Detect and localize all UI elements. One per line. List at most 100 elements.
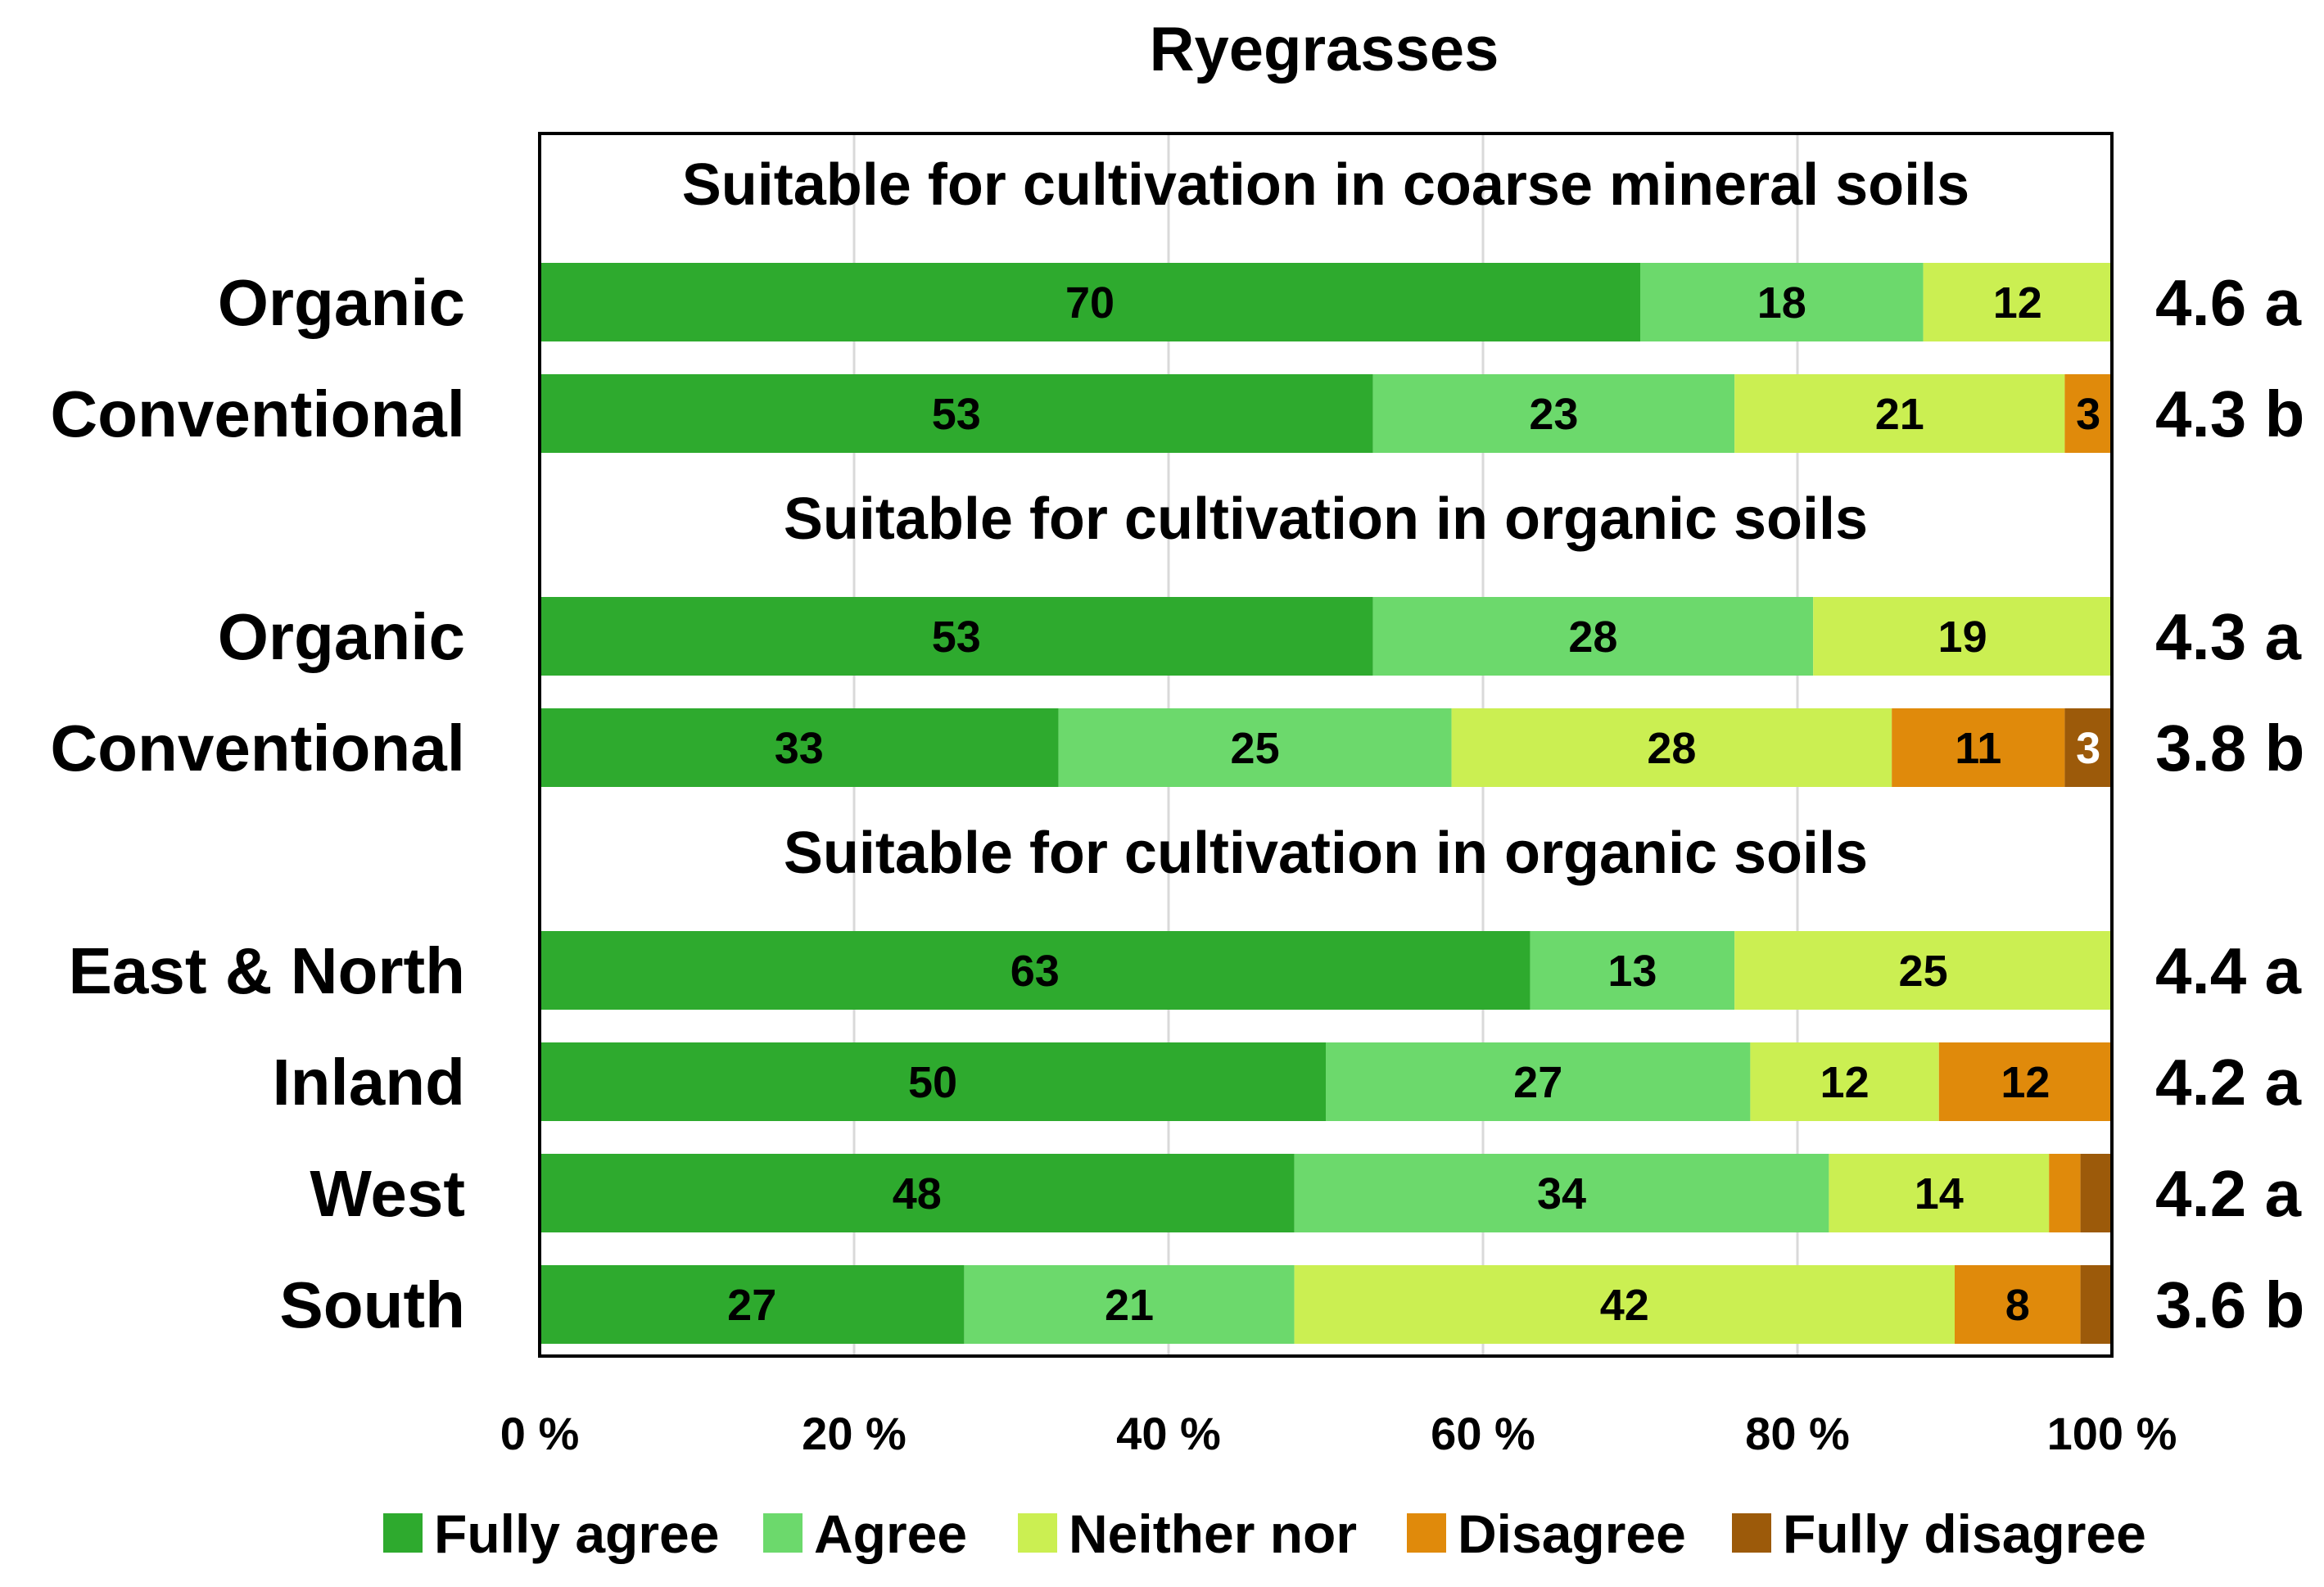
legend-swatch-agree [763, 1513, 803, 1553]
x-tick-label: 20 % [802, 1408, 907, 1459]
row-score: 4.2 a [2155, 1157, 2301, 1230]
bar-value-label: 34 [1537, 1169, 1586, 1219]
legend: Fully agree Agree Neither nor Disagree Fully… [383, 1503, 2146, 1564]
bar-segment-fully-agree [540, 1042, 1326, 1121]
bar-segment-fully-disagree [2064, 708, 2112, 787]
bar-segment-disagree [2049, 1154, 2081, 1232]
bar-value-label: 19 [1938, 613, 1987, 662]
bar-value-label: 27 [1513, 1058, 1562, 1107]
row-score: 3.8 b [2155, 712, 2304, 784]
row-label-conventional: Conventional [50, 712, 465, 784]
bar-value-label: 50 [908, 1058, 957, 1107]
legend-label-neither-nor: Neither nor [1069, 1503, 1357, 1564]
bar-segment-agree [1530, 931, 1735, 1010]
row-label-west: West [310, 1157, 465, 1230]
bar-segment-fully-agree [540, 1265, 965, 1344]
bar-segment-fully-disagree [2080, 1154, 2112, 1232]
bar-segment-agree [964, 1265, 1295, 1344]
bar-value-label: 13 [1607, 947, 1657, 996]
legend-swatch-fully-agree [383, 1513, 423, 1553]
bar-segment-fully-agree [540, 931, 1530, 1010]
bar-value-label: 3 [2076, 724, 2100, 773]
bar-segment-disagree [2064, 374, 2112, 453]
bar-value-label: 27 [727, 1281, 776, 1330]
row-score: 3.6 b [2155, 1268, 2304, 1341]
bar-segment-disagree [1955, 1265, 2081, 1344]
legend-swatch-fully-disagree [1732, 1513, 1771, 1553]
bar-value-label: 25 [1899, 947, 1948, 996]
group-subtitle: Suitable for cultivation in organic soil… [784, 821, 1868, 886]
bar-segment-neither-nor [1813, 597, 2112, 676]
group-subtitles: Suitable for cultivation in coarse miner… [682, 152, 1969, 886]
row-score: 4.6 a [2155, 266, 2301, 339]
score-labels: 4.6 a 4.3 b 4.3 a 3.8 b 4.4 a 4.2 a 4.2 a 3.6 b [2155, 266, 2304, 1341]
chart-title: Ryegrasses [1150, 15, 1499, 84]
bar-segment-agree [1058, 708, 1452, 787]
bar-value-label: 12 [2001, 1058, 2050, 1107]
bar-segment-neither-nor [1750, 1042, 1939, 1121]
bar-segment-agree [1640, 263, 1924, 341]
legend-swatch-disagree [1407, 1513, 1446, 1553]
bar-value-label: 28 [1647, 724, 1696, 773]
bar-segment-agree [1294, 1154, 1829, 1232]
bar-segment-disagree [1892, 708, 2065, 787]
bar-segment-neither-nor [1734, 374, 2065, 453]
bar-value-label: 33 [775, 724, 824, 773]
group-subtitle: Suitable for cultivation in coarse miner… [682, 152, 1969, 218]
bar-value-label: 3 [2076, 390, 2100, 439]
row-score: 4.3 b [2155, 378, 2304, 450]
x-tick-label: 100 % [2047, 1408, 2177, 1459]
bar-value-label: 8 [2005, 1281, 2030, 1330]
x-axis-ticks: 0 % 20 % 40 % 60 % 80 % 100 % [500, 1408, 2177, 1459]
plot-area-frame [538, 132, 2114, 1358]
legend-label-fully-agree: Fully agree [434, 1503, 719, 1564]
bar-segment-neither-nor [1829, 1154, 2050, 1232]
row-label-inland: Inland [272, 1046, 465, 1119]
x-tick-label: 60 % [1431, 1408, 1535, 1459]
bar-value-label: 53 [932, 390, 981, 439]
bar-value-label: 21 [1105, 1281, 1154, 1330]
x-tick-label: 0 % [500, 1408, 580, 1459]
row-label-south: South [279, 1268, 465, 1341]
bar-value-label: 25 [1231, 724, 1280, 773]
bar-segment-agree [1372, 597, 1814, 676]
bar-segment-fully-agree [540, 1154, 1295, 1232]
bar-segment-disagree [1938, 1042, 2112, 1121]
bar-segment-fully-agree [540, 708, 1059, 787]
row-score: 4.4 a [2155, 934, 2301, 1007]
bar-value-label: 21 [1875, 390, 1924, 439]
bar-value-label: 11 [1955, 724, 2001, 773]
row-label-conventional: Conventional [50, 378, 465, 450]
row-label-organic: Organic [218, 600, 465, 673]
bar-value-label: 12 [1993, 278, 2042, 328]
legend-swatch-neither-nor [1018, 1513, 1057, 1553]
legend-label-agree: Agree [814, 1503, 967, 1564]
bar-value-label: 28 [1568, 613, 1617, 662]
bar-value-label: 48 [893, 1169, 942, 1219]
x-tick-label: 40 % [1116, 1408, 1221, 1459]
group-subtitle: Suitable for cultivation in organic soil… [784, 486, 1868, 552]
legend-label-fully-disagree: Fully disagree [1783, 1503, 2146, 1564]
bar-value-label: 70 [1065, 278, 1115, 328]
row-score: 4.2 a [2155, 1046, 2301, 1119]
row-label-organic: Organic [218, 266, 465, 339]
bar-value-label: 53 [932, 613, 981, 662]
bar-segment-fully-agree [540, 374, 1373, 453]
bar-segment-fully-disagree [2080, 1265, 2112, 1344]
row-score: 4.3 a [2155, 600, 2301, 673]
bar-segment-neither-nor [1734, 931, 2112, 1010]
legend-label-disagree: Disagree [1458, 1503, 1686, 1564]
bar-segment-fully-agree [540, 597, 1373, 676]
bar-segment-neither-nor [1451, 708, 1892, 787]
x-tick-label: 80 % [1745, 1408, 1850, 1459]
bar-segment-agree [1326, 1042, 1751, 1121]
row-label-east-north: East & North [69, 934, 466, 1007]
row-labels: Organic Conventional Organic Conventional Ea… [50, 266, 465, 1341]
bar-segment-neither-nor [1294, 1265, 1955, 1344]
bar-segment-agree [1372, 374, 1735, 453]
bar-segment-neither-nor [1923, 263, 2112, 341]
bar-value-label: 14 [1915, 1169, 1964, 1219]
bar-value-label: 12 [1820, 1058, 1870, 1107]
